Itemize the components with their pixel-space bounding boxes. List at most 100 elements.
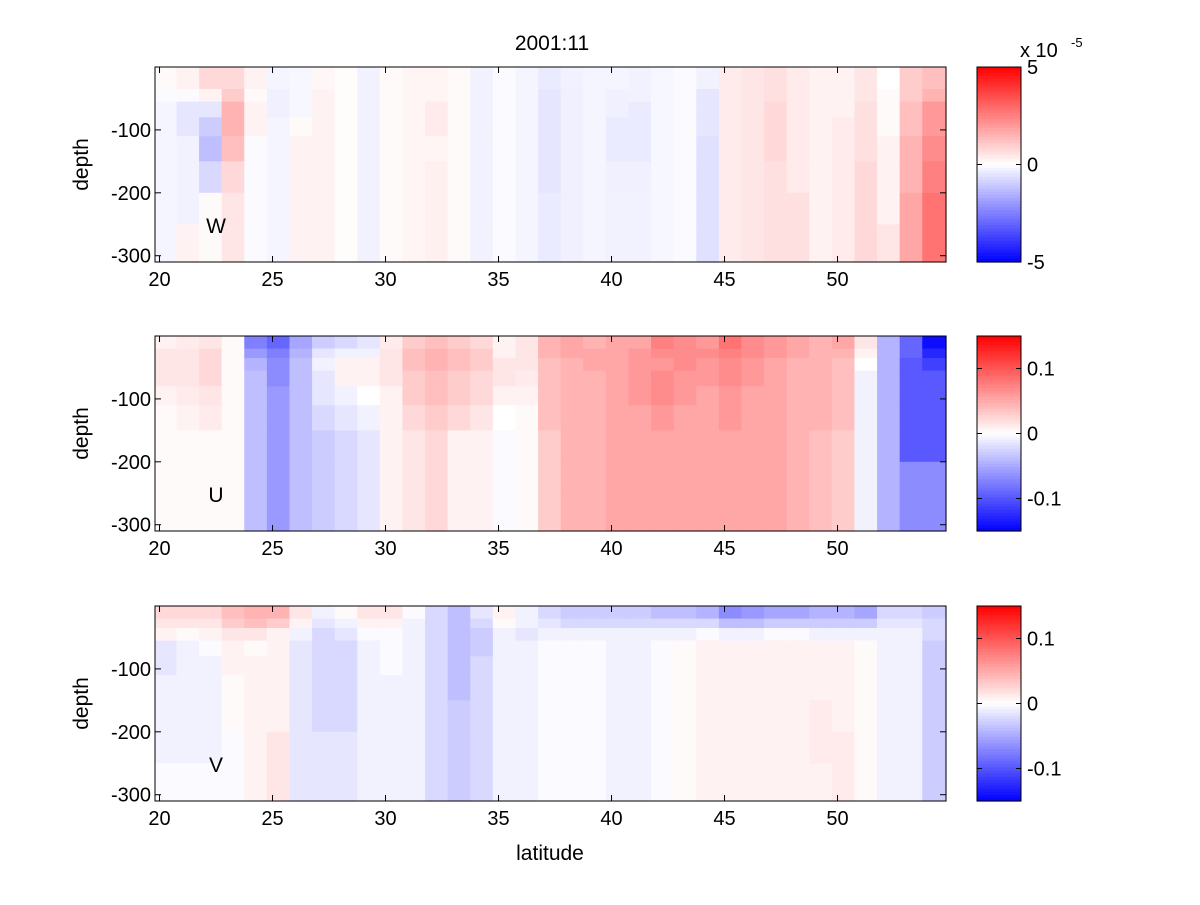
heatmap-cell [470, 192, 494, 225]
heatmap-cell [560, 136, 584, 162]
x-axis-label: latitude [516, 842, 584, 865]
heatmap-cell [651, 336, 675, 343]
heatmap-cell [741, 612, 765, 620]
heatmap-cell [447, 67, 471, 74]
heatmap-cell [266, 370, 291, 387]
heatmap-cell [922, 342, 947, 350]
heatmap-cell [538, 700, 562, 733]
heatmap-cell [515, 224, 539, 263]
colorbar-segment [977, 636, 1021, 641]
heatmap-cell [673, 101, 697, 118]
heatmap-cell [922, 136, 947, 162]
heatmap-cell [651, 731, 675, 764]
heatmap-cell [515, 89, 539, 103]
heatmap-cell [447, 358, 471, 372]
heatmap-cell [492, 73, 517, 81]
heatmap-cell [718, 675, 743, 701]
heatmap-cell [221, 161, 245, 194]
heatmap-cell [831, 79, 856, 90]
colorbar-segment [977, 639, 1021, 644]
heatmap-cell [357, 342, 381, 350]
colorbar-segment [977, 390, 1021, 395]
x-tick-label: 45 [713, 538, 735, 560]
heatmap-cell [266, 67, 291, 74]
colorbar-segment [977, 782, 1021, 787]
colorbar-segment [977, 685, 1021, 689]
heatmap-cell [312, 700, 336, 733]
heatmap-cell [402, 640, 426, 657]
heatmap-cell [854, 656, 878, 676]
heatmap-cell [877, 461, 901, 494]
heatmap-cell [628, 89, 652, 103]
heatmap-cell [199, 370, 223, 387]
heatmap-cell [854, 358, 878, 372]
heatmap-cell [379, 430, 404, 463]
colorbar-segment [977, 424, 1021, 429]
heatmap-cell [786, 117, 810, 137]
heatmap-cell [221, 370, 245, 387]
colorbar-segment [977, 503, 1021, 508]
colorbar-segment [977, 204, 1021, 208]
heatmap-cell [221, 336, 245, 343]
heatmap-cell [425, 493, 449, 532]
heatmap-cell [922, 618, 947, 629]
heatmap-cell [447, 461, 471, 494]
heatmap-cell [831, 101, 856, 118]
heatmap-cell [312, 117, 336, 137]
heatmap-cell [899, 117, 923, 137]
heatmap-cell [673, 493, 697, 532]
colorbar-segment [977, 654, 1021, 659]
colorbar-segment [977, 427, 1021, 432]
heatmap-cell [357, 101, 381, 118]
heatmap-cell [492, 628, 517, 642]
heatmap-cell [515, 612, 539, 620]
heatmap-cell [696, 79, 720, 90]
heatmap-cell [402, 224, 426, 263]
figure-title: 2001:11 [515, 32, 589, 55]
heatmap-cell [877, 73, 901, 81]
heatmap-cell [764, 224, 788, 263]
heatmap-cell [289, 763, 313, 802]
colorbar-segment [977, 451, 1021, 456]
heatmap-cell [922, 628, 947, 642]
heatmap-cell [402, 161, 426, 194]
heatmap-cell [357, 405, 381, 431]
heatmap-cell [155, 700, 178, 733]
heatmap-cell [221, 405, 245, 431]
colorbar-segment [977, 524, 1021, 529]
y-tick-label: -200 [111, 183, 151, 205]
heatmap-cell [334, 342, 358, 350]
heatmap-cell [877, 493, 901, 532]
y-tick-label: -100 [111, 389, 151, 411]
heatmap-cell [312, 618, 336, 629]
heatmap-cell [922, 89, 947, 103]
heatmap-cell [854, 348, 878, 359]
colorbar-segment [977, 176, 1021, 181]
heatmap-cell [155, 628, 178, 642]
heatmap-cell [628, 161, 652, 194]
colorbar-segment [977, 243, 1021, 248]
colorbar-segment [977, 712, 1021, 717]
y-tick-label: -300 [111, 785, 151, 807]
heatmap-cell [244, 628, 268, 642]
colorbar-segment [977, 167, 1021, 172]
colorbar-segment [977, 467, 1021, 471]
heatmap-cell [741, 101, 765, 118]
heatmap-cell [605, 136, 630, 162]
heatmap-cell [718, 101, 743, 118]
heatmap-cell [402, 89, 426, 103]
heatmap-cell [922, 606, 947, 613]
colorbar-segment [977, 121, 1021, 126]
x-tick-label: 45 [713, 269, 735, 291]
heatmap-cell [718, 224, 743, 263]
heatmap-cell [266, 618, 291, 629]
colorbar-segment [977, 724, 1021, 729]
heatmap-cell [357, 117, 381, 137]
heatmap-cell [515, 192, 539, 225]
heatmap-cell [922, 370, 947, 387]
heatmap-cell [605, 430, 630, 463]
heatmap-cell [628, 700, 652, 733]
heatmap-cell [199, 336, 223, 343]
heatmap-cell [764, 192, 788, 225]
heatmap-cell [402, 628, 426, 642]
